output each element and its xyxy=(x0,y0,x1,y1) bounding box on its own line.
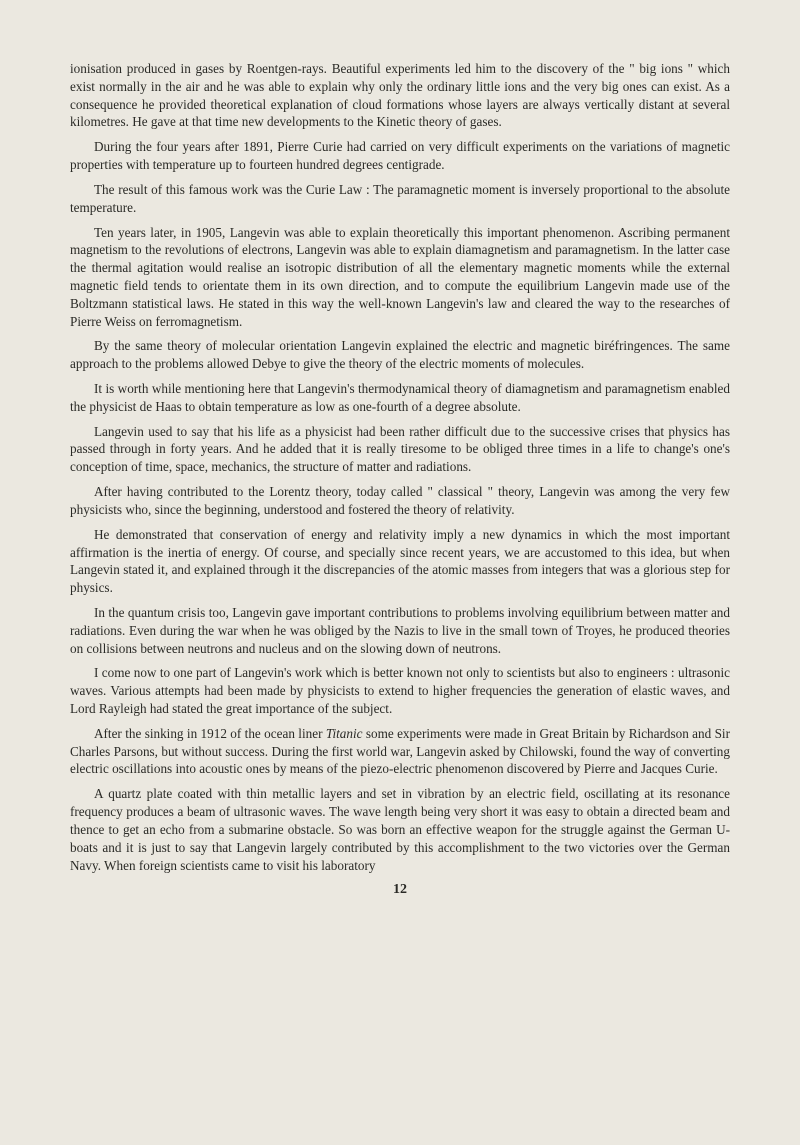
paragraph: I come now to one part of Langevin's wor… xyxy=(70,664,730,717)
paragraph: The result of this famous work was the C… xyxy=(70,181,730,217)
paragraph: Langevin used to say that his life as a … xyxy=(70,423,730,476)
paragraph: ionisation produced in gases by Roentgen… xyxy=(70,60,730,131)
paragraph: By the same theory of molecular orientat… xyxy=(70,337,730,373)
paragraph: After having contributed to the Lorentz … xyxy=(70,483,730,519)
paragraph: After the sinking in 1912 of the ocean l… xyxy=(70,725,730,778)
paragraph: A quartz plate coated with thin metallic… xyxy=(70,785,730,874)
paragraph: It is worth while mentioning here that L… xyxy=(70,380,730,416)
document-page: ionisation produced in gases by Roentgen… xyxy=(0,0,800,1145)
paragraph: During the four years after 1891, Pierre… xyxy=(70,138,730,174)
paragraph: In the quantum crisis too, Langevin gave… xyxy=(70,604,730,657)
page-number: 12 xyxy=(70,881,730,900)
body-text: ionisation produced in gases by Roentgen… xyxy=(70,60,730,874)
paragraph: He demonstrated that conservation of ene… xyxy=(70,526,730,597)
paragraph: Ten years later, in 1905, Langevin was a… xyxy=(70,224,730,331)
